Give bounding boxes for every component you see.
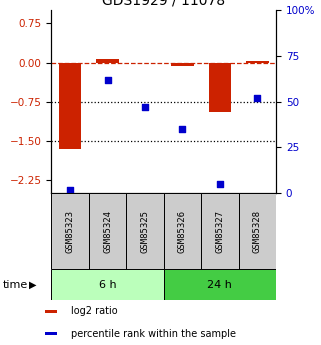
Text: GSM85323: GSM85323 [65, 210, 74, 253]
Bar [45, 332, 57, 335]
Bar [51, 193, 89, 269]
Text: percentile rank within the sample: percentile rank within the sample [71, 329, 236, 339]
Text: 6 h: 6 h [99, 280, 116, 289]
Text: GSM85325: GSM85325 [141, 210, 150, 253]
Bar [239, 193, 276, 269]
Point [180, 126, 185, 132]
Bar [89, 193, 126, 269]
Text: 24 h: 24 h [207, 280, 232, 289]
Text: time: time [3, 280, 29, 289]
Text: GSM85327: GSM85327 [215, 210, 224, 253]
Text: GSM85326: GSM85326 [178, 210, 187, 253]
Bar [164, 269, 276, 300]
Bar [246, 61, 269, 62]
Bar [171, 62, 194, 66]
Text: ▶: ▶ [29, 280, 36, 289]
Text: GSM85328: GSM85328 [253, 210, 262, 253]
Text: GSM85324: GSM85324 [103, 210, 112, 253]
Bar [126, 193, 164, 269]
Point [67, 187, 73, 192]
Point [143, 105, 148, 110]
Text: log2 ratio: log2 ratio [71, 306, 117, 316]
Bar [209, 62, 231, 112]
Bar [59, 62, 81, 149]
Bar [96, 59, 119, 62]
Bar [45, 310, 57, 313]
Bar [201, 193, 239, 269]
Bar [164, 193, 201, 269]
Point [105, 77, 110, 82]
Title: GDS1929 / 11078: GDS1929 / 11078 [102, 0, 225, 8]
Bar [51, 269, 164, 300]
Point [255, 95, 260, 101]
Point [217, 181, 222, 187]
